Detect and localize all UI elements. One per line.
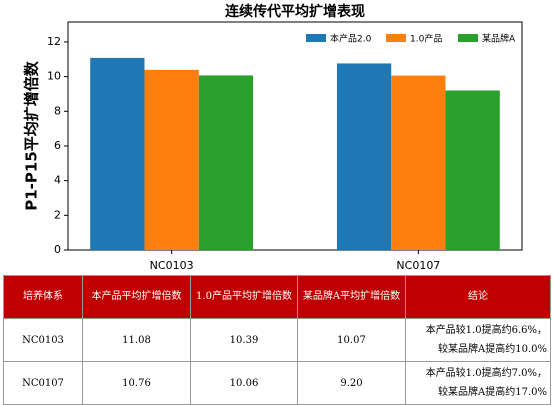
table-cell: 10.07 xyxy=(297,318,406,362)
bar xyxy=(391,75,446,250)
conclusion-line: 本产品较1.0提高约6.6%， xyxy=(425,325,547,336)
table-cell: 11.08 xyxy=(82,318,191,362)
y-tick-label: 2 xyxy=(54,208,61,221)
table-cell: 10.39 xyxy=(190,318,298,362)
y-axis-label: P1-P15平均扩增倍数 xyxy=(23,60,41,211)
table-row: NC0103 11.08 10.39 10.07 本产品较1.0提高约6.6%， 较某品牌… xyxy=(3,318,551,362)
header-cell: 培养体系 xyxy=(3,275,83,319)
legend-swatch xyxy=(458,34,478,42)
header-cell: 结论 xyxy=(405,275,551,319)
conclusion-line: 较某品牌A提高约17.0% xyxy=(438,387,547,398)
y-tick-label: 6 xyxy=(54,139,61,152)
y-tick-label: 12 xyxy=(47,35,61,48)
table-row: NC0107 10.76 10.06 9.20 本产品较1.0提高约7.0%， 较某品牌A… xyxy=(3,361,551,405)
header-row: 培养体系 本产品平均扩增倍数 1.0产品平均扩增倍数 某品牌A平均扩增倍数 结论 xyxy=(3,275,551,319)
bar xyxy=(445,90,500,250)
table: 培养体系 本产品平均扩增倍数 1.0产品平均扩增倍数 某品牌A平均扩增倍数 结论 NC0… xyxy=(3,275,551,405)
legend-label: 本产品2.0 xyxy=(330,33,372,45)
x-tick-label: NC0107 xyxy=(396,259,440,272)
table-cell: 9.20 xyxy=(297,361,406,405)
bar xyxy=(336,63,392,250)
bar xyxy=(198,75,254,250)
x-tick-label: NC0103 xyxy=(150,259,194,272)
plot-frame xyxy=(67,21,523,251)
conclusion-cell: 本产品较1.0提高约7.0%， 较某品牌A提高约17.0% xyxy=(405,361,551,405)
conclusion-line: 本产品较1.0提高约7.0%， xyxy=(425,368,547,379)
chart-title: 连续传代平均扩增表现 xyxy=(225,3,365,20)
table-cell: 10.76 xyxy=(82,361,191,405)
legend-swatch xyxy=(306,34,326,42)
legend-swatch xyxy=(386,34,406,42)
header-cell: 1.0产品平均扩增倍数 xyxy=(190,275,298,319)
legend-label: 某品牌A xyxy=(482,33,516,45)
bar xyxy=(144,69,199,250)
header-cell: 本产品平均扩增倍数 xyxy=(82,275,191,319)
table-cell: 10.06 xyxy=(190,361,298,405)
chart: 连续传代平均扩增表现 P1-P15平均扩增倍数 0 2 4 6 8 10 12 NC0103 N… xyxy=(23,3,523,272)
table-cell: NC0107 xyxy=(3,361,83,405)
header-cell: 某品牌A平均扩增倍数 xyxy=(297,275,406,319)
conclusion-line: 较某品牌A提高约10.0% xyxy=(438,344,547,355)
y-tick-label: 4 xyxy=(54,174,61,187)
y-tick-label: 0 xyxy=(54,243,61,256)
y-tick-label: 10 xyxy=(47,70,61,83)
bar xyxy=(90,57,145,250)
table-cell: NC0103 xyxy=(3,318,83,362)
y-tick-label: 8 xyxy=(54,104,61,117)
legend-label: 1.0产品 xyxy=(410,33,442,45)
conclusion-cell: 本产品较1.0提高约6.6%， 较某品牌A提高约10.0% xyxy=(405,318,551,362)
